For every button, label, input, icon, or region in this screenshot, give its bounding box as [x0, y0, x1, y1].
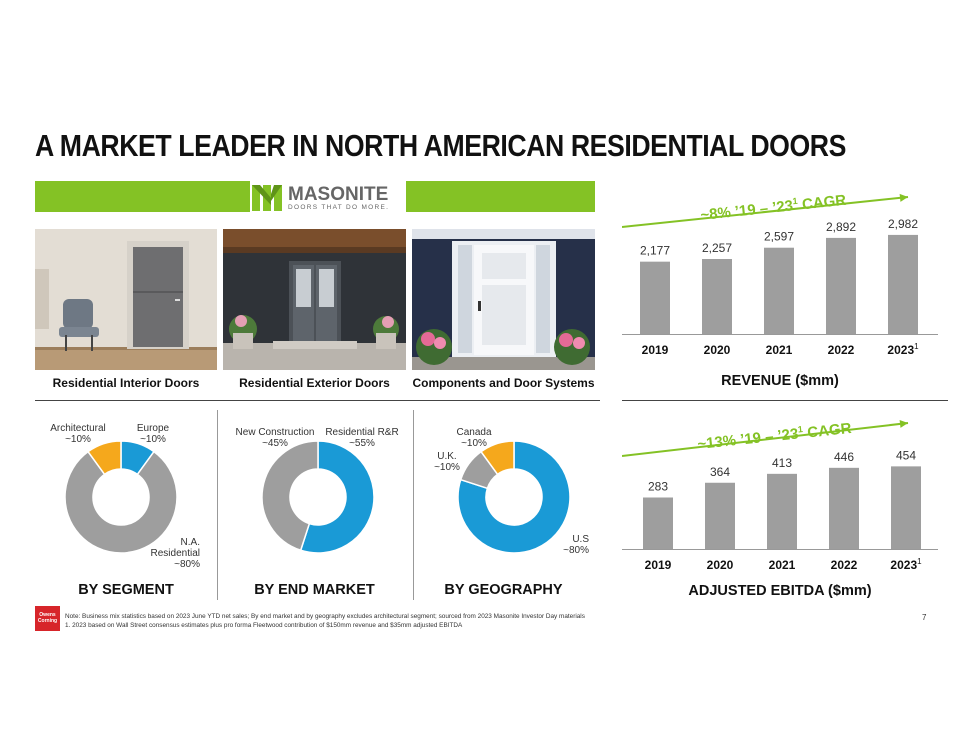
divider-vertical-2 — [413, 410, 414, 600]
ebitda-bar-2020 — [705, 482, 735, 549]
label-us: U.S ~80% — [563, 534, 589, 556]
ebitda-cagr-arrow-head — [899, 419, 908, 428]
revenue-cagr-arrow-head — [899, 193, 908, 202]
revenue-value-label-2023: 2,982 — [888, 217, 918, 231]
end-market-donut — [261, 440, 375, 554]
geography-donut — [457, 440, 571, 554]
caption-components: Components and Door Systems — [412, 376, 595, 390]
ebitda-value-label-2022: 446 — [834, 450, 854, 464]
ebitda-value-label-2020: 364 — [710, 465, 730, 479]
end-market-slice-0 — [299, 440, 375, 554]
label-residential-rr: Residential R&R ~55% — [325, 427, 399, 449]
revenue-value-label-2020: 2,257 — [702, 241, 732, 255]
revenue-value-label-2019: 2,177 — [640, 244, 670, 258]
revenue-chart-title: REVENUE ($mm) — [721, 373, 839, 389]
revenue-cagr-label: ~8% ’19 – ’231 CAGR — [700, 191, 848, 224]
revenue-bar-2020 — [702, 258, 732, 334]
label-new-construction: New Construction ~45% — [235, 427, 315, 449]
revenue-bar-2023 — [888, 234, 918, 334]
ebitda-tick-label-2020: 2020 — [707, 558, 734, 572]
ebitda-cagr-label: ~13% ’19 – ’231 CAGR — [697, 419, 853, 453]
title-by-segment: BY SEGMENT — [78, 582, 174, 598]
revenue-tick-label-2021: 2021 — [766, 343, 793, 357]
segment-donut-chart — [64, 440, 178, 554]
owens-corning-logo: Owens Corning — [35, 606, 60, 631]
accent-bar-left — [35, 181, 250, 212]
ebitda-tick-label-2023: 20231 — [890, 557, 922, 572]
revenue-tick-label-2022: 2022 — [828, 343, 855, 357]
ebitda-tick-label-2019: 2019 — [645, 558, 672, 572]
revenue-value-label-2021: 2,597 — [764, 230, 794, 244]
revenue-bar-2019 — [640, 261, 670, 334]
accent-bar-right — [406, 181, 595, 212]
geography-slice-2 — [480, 440, 515, 476]
revenue-bar-2022 — [826, 237, 856, 334]
title-by-geography: BY GEOGRAPHY — [444, 582, 563, 598]
end-market-donut-chart — [261, 440, 375, 554]
ebitda-tick-label-2022: 2022 — [831, 558, 858, 572]
masonite-logo: MASONITE DOORS THAT DO MORE. — [250, 181, 406, 215]
ebitda-chart-title: ADJUSTED EBITDA ($mm) — [688, 583, 872, 599]
revenue-bar-chart: ~8% ’19 – ’231 CAGR 2,177 2019 2,257 2020 2,5… — [622, 191, 938, 357]
footnote-1: 1. 2023 based on Wall Street consensus e… — [65, 622, 463, 629]
exterior-door-photo — [223, 229, 406, 370]
ebitda-bar-2021 — [767, 473, 797, 549]
ebitda-bar-chart: ~13% ’19 – ’231 CAGR 283 2019 364 2020 413 202… — [622, 419, 938, 572]
caption-interior-doors: Residential Interior Doors — [52, 376, 200, 390]
revenue-tick-label-2023: 20231 — [887, 342, 919, 357]
brand-name: MASONITE — [288, 184, 389, 205]
end-market-slice-1 — [261, 440, 319, 552]
ebitda-cagr-arrow-line — [622, 422, 909, 457]
divider-left — [35, 400, 600, 401]
masonite-m-icon — [252, 185, 282, 211]
divider-right — [622, 400, 948, 401]
geography-slice-0 — [457, 440, 571, 554]
label-canada: Canada ~10% — [456, 427, 492, 449]
ebitda-bar-2023 — [891, 466, 921, 549]
revenue-tick-label-2020: 2020 — [704, 343, 731, 357]
label-uk: U.K. ~10% — [434, 451, 460, 473]
segment-slice-1 — [64, 450, 178, 554]
caption-exterior-doors: Residential Exterior Doors — [239, 376, 390, 390]
ebitda-value-label-2019: 283 — [648, 479, 668, 493]
title-by-end-market: BY END MARKET — [254, 582, 375, 598]
components-door-photo — [412, 229, 595, 370]
revenue-value-label-2022: 2,892 — [826, 220, 856, 234]
divider-vertical-1 — [217, 410, 218, 600]
label-europe: Europe ~10% — [136, 423, 170, 445]
page-title: A MARKET LEADER IN NORTH AMERICAN RESIDE… — [35, 128, 846, 163]
revenue-bar-2021 — [764, 247, 794, 334]
page-number: 7 — [922, 613, 927, 622]
segment-donut — [64, 440, 178, 554]
revenue-tick-label-2019: 2019 — [642, 343, 669, 357]
interior-door-photo — [35, 229, 217, 370]
geography-donut-chart — [457, 440, 571, 554]
brand-tagline: DOORS THAT DO MORE. — [288, 204, 390, 211]
label-architectural: Architectural ~10% — [50, 423, 106, 445]
revenue-cagr-arrow-line — [622, 196, 909, 228]
ebitda-bar-2022 — [829, 467, 859, 549]
ebitda-value-label-2023: 454 — [896, 448, 916, 462]
ebitda-value-label-2021: 413 — [772, 456, 792, 470]
segment-slice-2 — [87, 440, 122, 476]
footnote-note: Note: Business mix statistics based on 2… — [65, 613, 585, 620]
ebitda-tick-label-2021: 2021 — [769, 558, 796, 572]
label-na-residential: N.A. Residential ~80% — [150, 537, 200, 570]
ebitda-bar-2019 — [643, 497, 673, 549]
